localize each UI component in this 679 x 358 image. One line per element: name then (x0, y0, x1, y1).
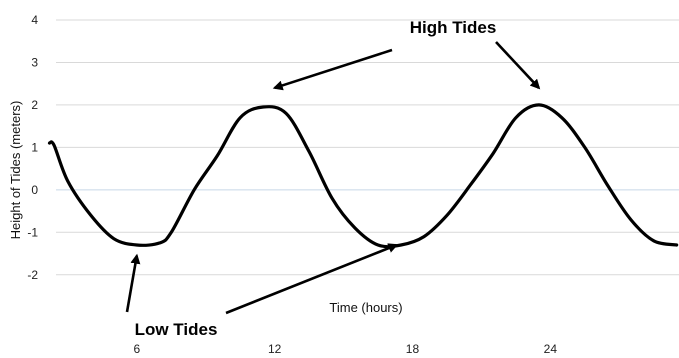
x-tick-labels: 6 12 18 24 (133, 342, 557, 356)
x-tick-label: 24 (544, 342, 558, 356)
y-axis-title: Height of Tides (meters) (8, 101, 23, 240)
annotation-arrow (127, 256, 137, 312)
annotation-arrow (275, 50, 392, 88)
y-tick-label: 4 (31, 13, 38, 27)
annotation-low-tides: Low Tides (135, 320, 218, 339)
y-tick-label: 0 (31, 183, 38, 197)
series-layer (50, 105, 677, 247)
annotation-arrow (496, 42, 539, 88)
y-tick-label: 1 (31, 140, 38, 154)
x-tick-label: 18 (406, 342, 420, 356)
y-tick-label: -2 (27, 268, 38, 282)
series-line-0 (50, 105, 677, 247)
y-tick-label: 3 (31, 55, 38, 69)
y-tick-label: -1 (27, 225, 38, 239)
x-tick-label: 6 (133, 342, 140, 356)
y-tick-labels: 4 3 2 1 0 -1 -2 (27, 13, 38, 282)
annotation-high-tides: High Tides (410, 18, 497, 37)
x-axis-title: Time (hours) (329, 300, 402, 315)
x-tick-label: 12 (268, 342, 282, 356)
y-tick-label: 2 (31, 98, 38, 112)
